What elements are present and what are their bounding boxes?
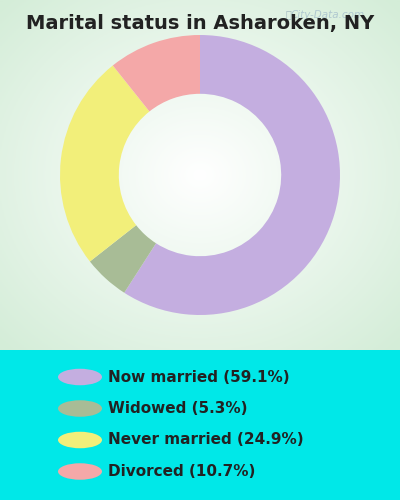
Text: Now married (59.1%): Now married (59.1%) [108, 370, 290, 384]
Circle shape [58, 463, 102, 480]
Wedge shape [124, 35, 340, 315]
Text: City-Data.com: City-Data.com [290, 10, 364, 20]
Text: Divorced (10.7%): Divorced (10.7%) [108, 464, 255, 479]
Circle shape [58, 369, 102, 385]
Circle shape [58, 400, 102, 417]
Text: Never married (24.9%): Never married (24.9%) [108, 432, 304, 448]
Text: ⧉: ⧉ [285, 8, 291, 18]
Wedge shape [113, 35, 200, 112]
Text: Widowed (5.3%): Widowed (5.3%) [108, 401, 248, 416]
Text: Marital status in Asharoken, NY: Marital status in Asharoken, NY [26, 14, 374, 33]
Wedge shape [90, 225, 156, 292]
Wedge shape [60, 66, 150, 262]
Circle shape [58, 432, 102, 448]
